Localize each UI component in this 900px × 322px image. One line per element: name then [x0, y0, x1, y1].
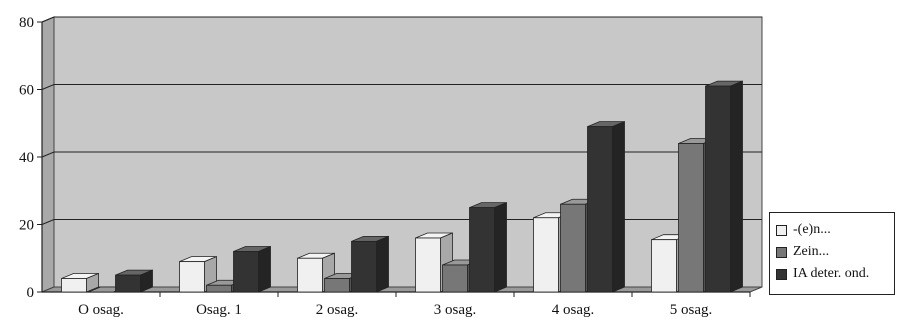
x-tick-label: Osag. 1 [196, 302, 242, 318]
legend-item: -(e)n... [776, 219, 894, 241]
bars [61, 80, 743, 293]
axes [37, 21, 751, 297]
bar [705, 80, 743, 293]
y-tick-label: 40 [19, 150, 34, 166]
legend-swatch [776, 268, 787, 280]
x-axis-ticks: O osag. Osag. 1 2 osag. 3 osag. 4 osag. 5 osa… [78, 302, 712, 318]
y-tick-label: 0 [27, 285, 35, 301]
legend-label: IA deter. ond. [793, 266, 870, 281]
bar [469, 202, 507, 293]
legend-item: Zein... [776, 241, 894, 263]
legend-swatch [776, 246, 787, 258]
y-tick-label: 20 [19, 218, 34, 234]
y-tick-label: 80 [19, 15, 34, 31]
legend-item: IA deter. ond. [776, 263, 894, 285]
bar [233, 245, 271, 293]
legend-swatch [776, 224, 787, 236]
y-axis-ticks: 0 20 40 60 80 [19, 15, 34, 301]
bar [115, 269, 153, 293]
bar [61, 272, 99, 293]
bar [587, 121, 625, 293]
y-tick-label: 60 [19, 83, 34, 99]
gridline [41, 151, 762, 158]
x-tick-label: 3 osag. [434, 302, 477, 318]
x-tick-label: 2 osag. [316, 302, 359, 318]
bar [351, 235, 389, 293]
gridline [41, 219, 762, 225]
legend: -(e)n... Zein... IA deter. ond. [769, 212, 895, 295]
x-tick-label: 4 osag. [552, 302, 595, 318]
x-tick-label: 5 osag. [670, 302, 713, 318]
x-tick-label: O osag. [78, 302, 124, 318]
gridline [41, 16, 762, 23]
gridlines [41, 16, 762, 225]
legend-label: Zein... [793, 244, 830, 259]
bar [297, 252, 335, 293]
gridline [41, 84, 762, 90]
legend-label: -(e)n... [793, 222, 831, 237]
